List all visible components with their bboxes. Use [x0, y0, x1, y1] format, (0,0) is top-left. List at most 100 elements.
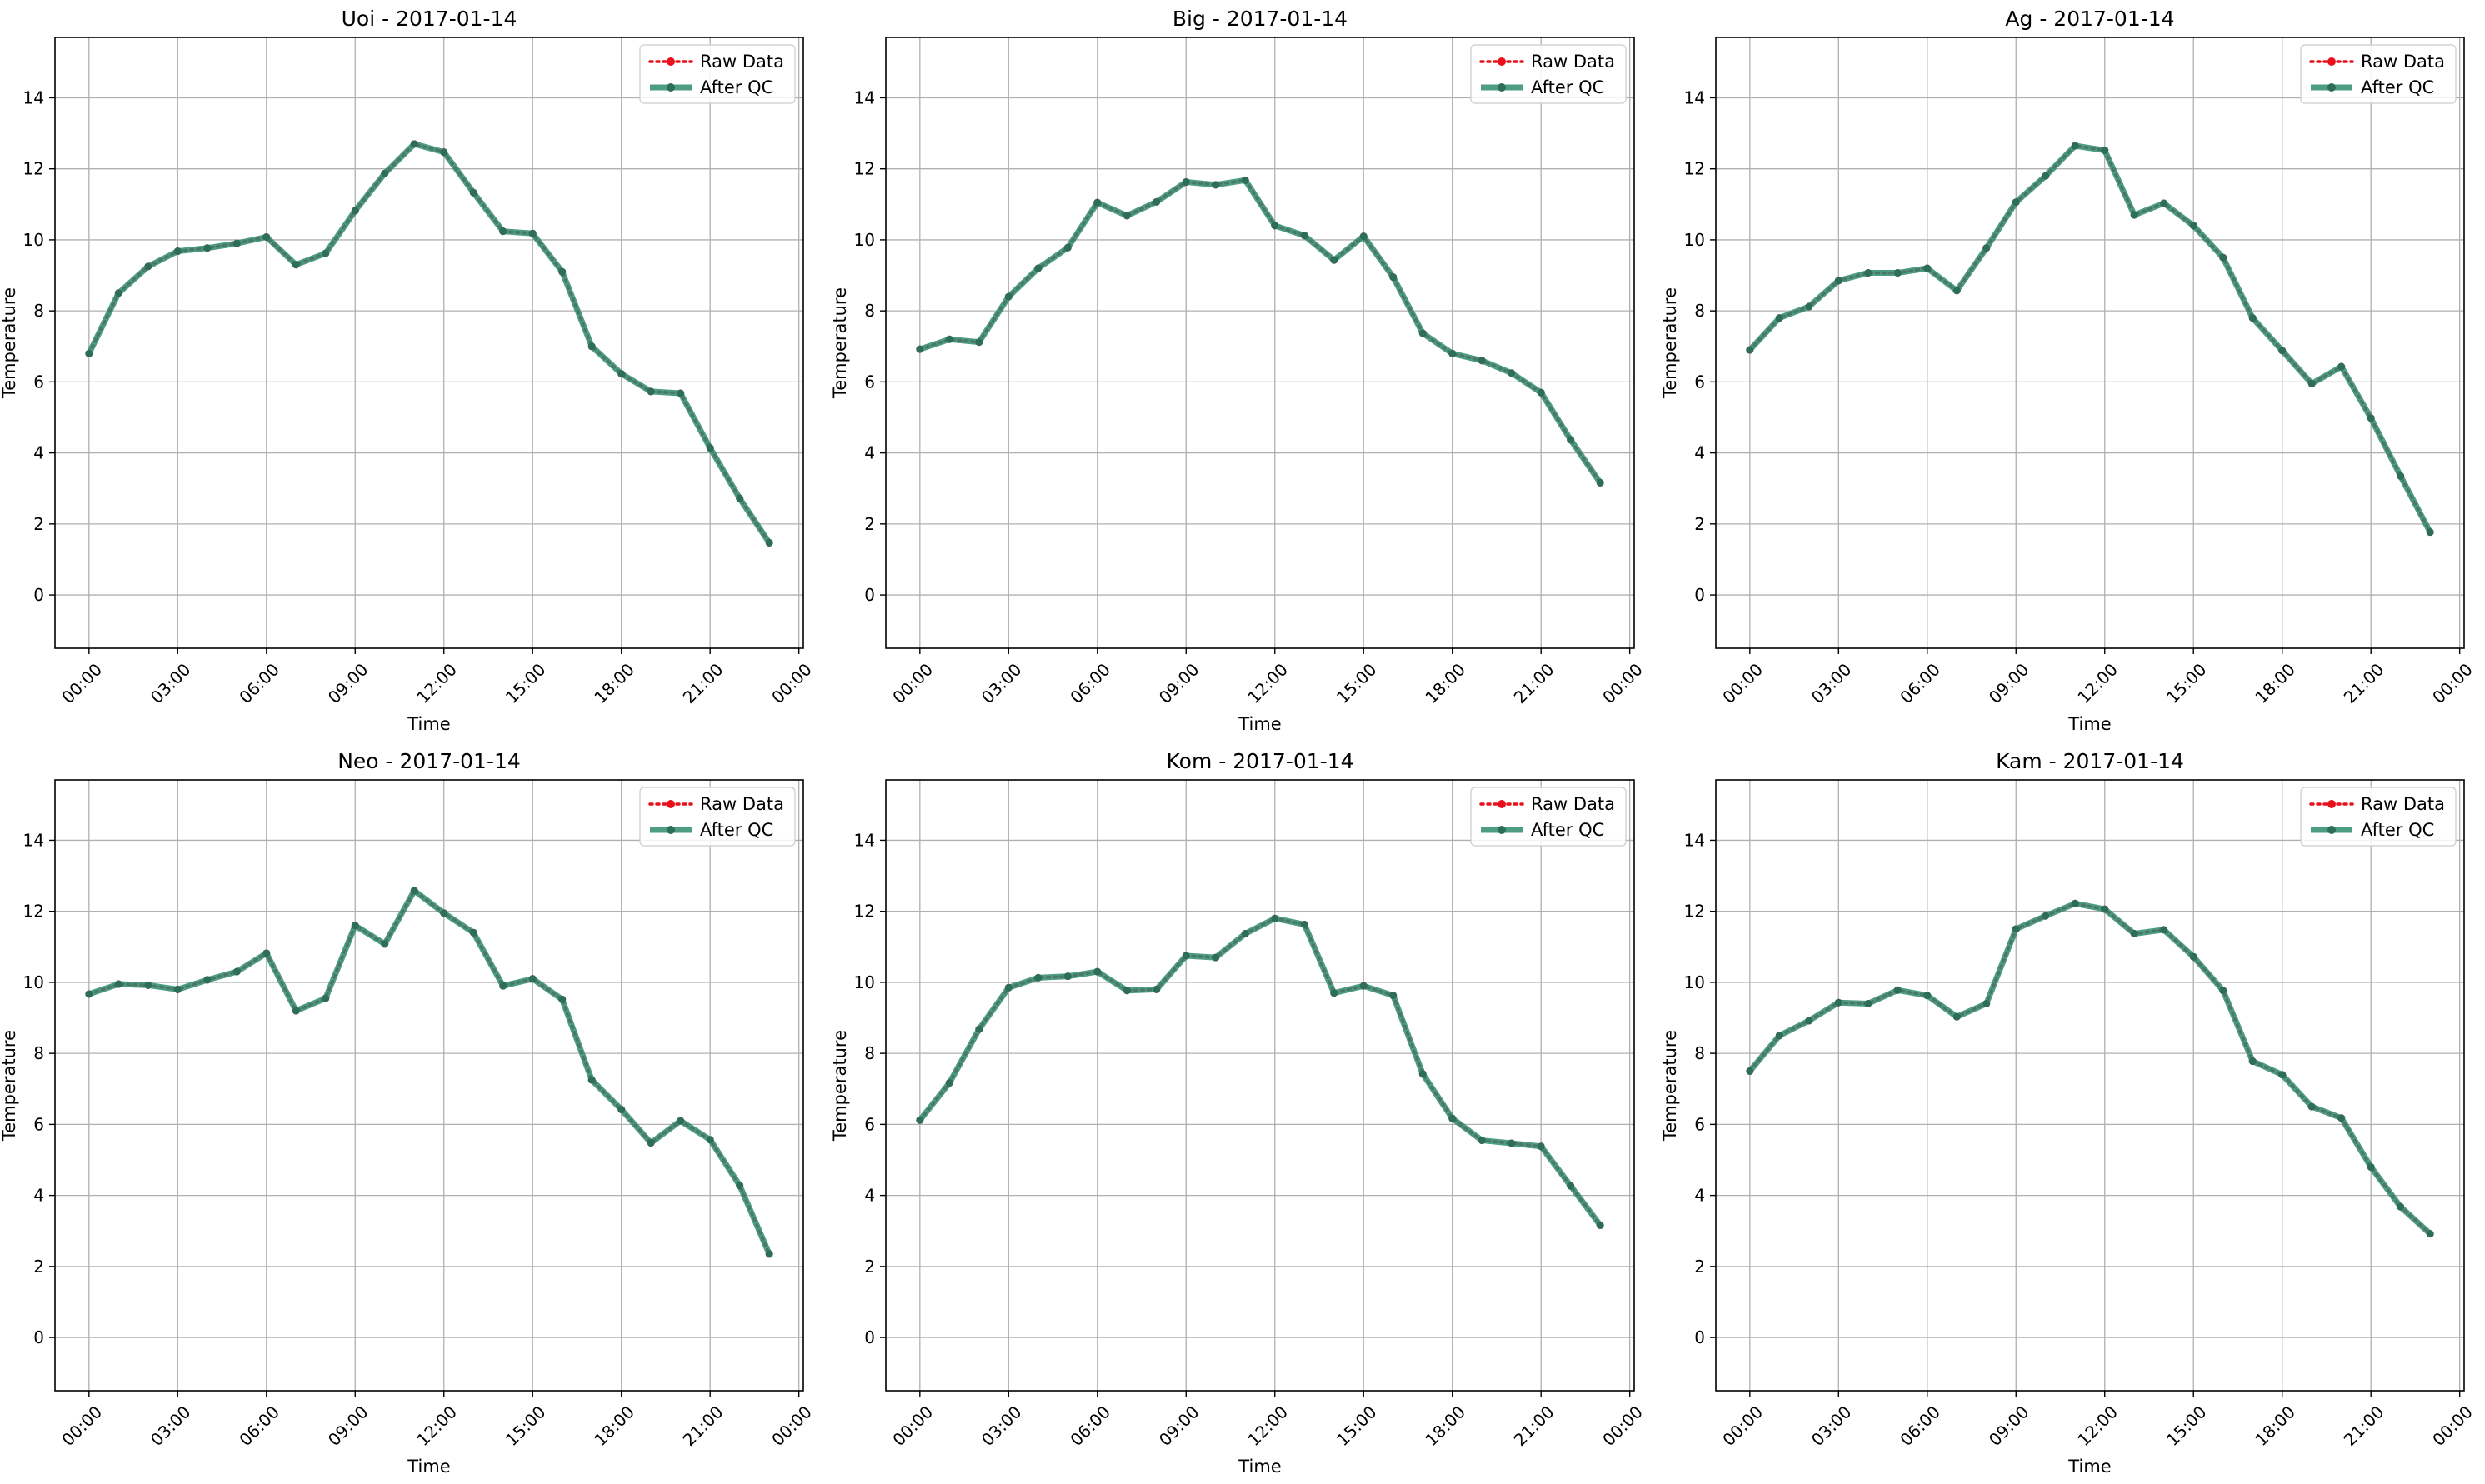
y-tick-label: 0 — [33, 585, 44, 605]
data-point-after-qc — [736, 494, 744, 502]
data-point-after-qc — [1063, 243, 1072, 252]
data-point-after-qc — [173, 985, 182, 993]
series-points-after-qc — [1746, 142, 2434, 537]
series-line-raw — [1748, 144, 2432, 534]
data-point-after-qc — [1746, 1067, 1754, 1075]
legend: Raw Data After QC — [2300, 787, 2457, 847]
data-point-after-qc — [2426, 528, 2434, 537]
x-tick-label: 21:00 — [2340, 659, 2388, 707]
data-point-after-qc — [1805, 302, 1813, 311]
x-tick-label: 18:00 — [590, 1402, 638, 1450]
data-point-after-qc — [1122, 987, 1131, 995]
y-axis-label: Temperature — [0, 1030, 19, 1142]
legend: Raw Data After QC — [2300, 44, 2457, 104]
legend-label-raw: Raw Data — [2361, 52, 2445, 72]
data-point-after-qc — [292, 261, 300, 269]
data-point-after-qc — [588, 1076, 596, 1084]
series-line-after-qc — [1748, 142, 2433, 534]
x-tick-label: 09:00 — [1155, 659, 1203, 707]
series-points-after-qc — [85, 140, 773, 547]
data-point-after-qc — [173, 247, 182, 256]
x-tick-label: 18:00 — [590, 659, 638, 707]
y-tick-label: 8 — [864, 301, 875, 321]
y-tick-label: 4 — [864, 443, 875, 463]
x-tick-label: 06:00 — [1896, 659, 1944, 707]
subplot-4: 0 2 4 6 8 10 12 14 00:00 03:00 06:00 09:00 12:00 15:0… — [830, 749, 1647, 1477]
y-tick-label: 2 — [33, 514, 44, 534]
data-point-after-qc — [1300, 920, 1308, 928]
data-point-after-qc — [1508, 369, 1516, 377]
data-point-after-qc — [1330, 989, 1338, 997]
y-tick-label: 6 — [1694, 372, 1705, 392]
axes-frame — [54, 779, 804, 1392]
y-tick-label: 8 — [864, 1043, 875, 1063]
x-tick-label: 21:00 — [679, 1402, 728, 1450]
data-point-after-qc — [945, 1079, 953, 1087]
x-tick-label: 12:00 — [412, 659, 461, 707]
data-point-after-qc — [114, 289, 122, 297]
data-point-after-qc — [1122, 212, 1131, 220]
data-point-after-qc — [765, 1250, 773, 1258]
data-point-after-qc — [381, 169, 389, 177]
y-tick-label: 2 — [1694, 514, 1705, 534]
data-point-after-qc — [469, 928, 478, 937]
axes-frame — [54, 37, 804, 649]
y-tick-label: 8 — [33, 301, 44, 321]
legend-marker-after-qc — [2328, 83, 2336, 92]
x-tick-label: 00:00 — [1598, 659, 1647, 707]
axes-frame — [1715, 37, 2465, 649]
y-tick-label: 10 — [854, 972, 875, 992]
data-point-after-qc — [2042, 912, 2050, 920]
data-point-after-qc — [85, 349, 93, 357]
data-point-after-qc — [916, 1116, 924, 1124]
data-point-after-qc — [706, 1136, 714, 1144]
x-tick-label: 00:00 — [58, 1402, 106, 1450]
axes-frame — [1715, 779, 2465, 1392]
series-line-raw — [918, 917, 1602, 1227]
x-tick-label: 09:00 — [1985, 1402, 2033, 1450]
grid — [1716, 780, 2464, 1391]
x-tick-label: 18:00 — [1421, 659, 1469, 707]
y-tick-label: 12 — [1684, 902, 1705, 922]
data-point-after-qc — [1923, 264, 1932, 272]
data-point-after-qc — [736, 1182, 744, 1190]
x-tick-label: 15:00 — [2162, 659, 2211, 707]
series-line-after-qc — [88, 887, 772, 1256]
data-point-after-qc — [410, 140, 418, 148]
x-tick-label: 21:00 — [679, 659, 728, 707]
chart-title: Kom - 2017-01-14 — [1167, 749, 1354, 773]
x-tick-label: 21:00 — [1510, 659, 1558, 707]
y-tick-label: 10 — [1684, 972, 1705, 992]
legend-label-after-qc: After QC — [1531, 77, 1604, 97]
data-point-after-qc — [2012, 925, 2020, 933]
data-point-after-qc — [262, 233, 271, 242]
data-point-after-qc — [975, 1025, 983, 1033]
data-point-after-qc — [499, 227, 508, 236]
legend-marker-after-qc — [1498, 826, 1506, 834]
legend-label-raw: Raw Data — [1531, 52, 1615, 72]
data-point-after-qc — [1034, 973, 1042, 982]
subplot-1: 0 2 4 6 8 10 12 14 00:00 03:00 06:00 09:00 12:00 15:0… — [830, 7, 1647, 734]
series-points-raw — [85, 887, 773, 1258]
subplot-3: 0 2 4 6 8 10 12 14 00:00 03:00 06:00 09:00 12:00 15:0… — [0, 749, 816, 1477]
data-point-after-qc — [2397, 1202, 2405, 1211]
series-line-raw — [88, 888, 771, 1256]
y-tick-label: 8 — [1694, 301, 1705, 321]
x-tick-label: 00:00 — [768, 659, 816, 707]
x-tick-label: 12:00 — [2073, 1402, 2122, 1450]
y-tick-label: 14 — [1684, 830, 1705, 850]
data-point-after-qc — [677, 1117, 685, 1125]
data-point-after-qc — [1805, 1017, 1813, 1025]
data-point-after-qc — [1596, 1221, 1604, 1229]
x-tick-label: 18:00 — [2251, 659, 2299, 707]
data-point-after-qc — [706, 444, 714, 452]
x-tick-label: 06:00 — [1896, 1402, 1944, 1450]
data-point-after-qc — [2397, 472, 2405, 480]
legend-label-raw: Raw Data — [700, 794, 784, 814]
data-point-after-qc — [1567, 1182, 1575, 1190]
data-point-after-qc — [1893, 269, 1902, 277]
data-point-after-qc — [322, 994, 330, 1002]
x-axis-label: Time — [2068, 1457, 2111, 1477]
series-line-raw — [88, 142, 771, 545]
data-point-after-qc — [528, 975, 537, 983]
